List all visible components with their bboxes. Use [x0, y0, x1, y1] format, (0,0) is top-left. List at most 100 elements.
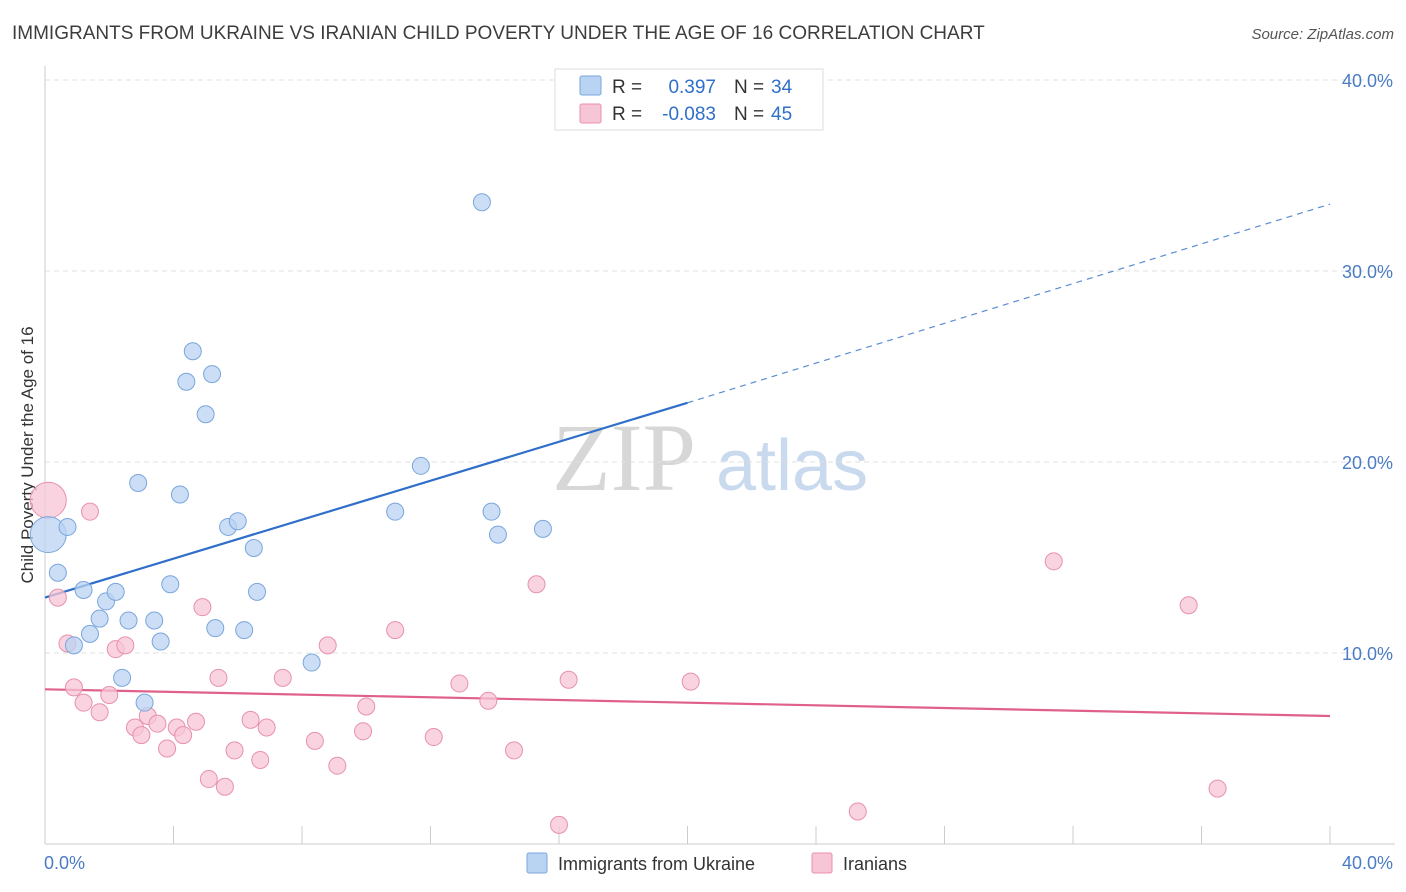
point-ukraine-25 — [244, 538, 263, 557]
x-tick-label-min: 0.0% — [44, 853, 85, 873]
y-axis-label: Child Poverty Under the Age of 16 — [18, 326, 37, 583]
point-iranians-5 — [80, 502, 99, 521]
point-iranians-37 — [527, 575, 546, 594]
point-iranians-17 — [186, 712, 205, 731]
point-iranians-27 — [305, 731, 324, 750]
point-iranians-1 — [48, 588, 67, 607]
point-iranians-23 — [241, 710, 260, 729]
point-ukraine-12 — [135, 693, 154, 712]
point-iranians-0 — [29, 481, 67, 519]
point-ukraine-18 — [183, 342, 202, 361]
point-iranians-20 — [209, 668, 228, 687]
bottom-legend-label-iranians: Iranians — [843, 854, 907, 874]
point-ukraine-4 — [74, 580, 93, 599]
legend-swatch-iranians — [579, 103, 602, 124]
legend-r-label-iranians: R = — [612, 104, 642, 125]
legend-n-value-iranians: 45 — [771, 104, 792, 125]
point-iranians-42 — [1044, 552, 1063, 571]
y-tick-labels: 10.0% 20.0% 30.0% 40.0% — [1342, 71, 1393, 664]
point-ukraine-19 — [196, 405, 215, 424]
point-ukraine-26 — [248, 582, 267, 601]
point-ukraine-32 — [488, 525, 507, 544]
bottom-legend-swatch-iranians — [811, 852, 833, 874]
point-iranians-31 — [357, 697, 376, 716]
point-ukraine-14 — [151, 632, 170, 651]
y-tick-label-10: 10.0% — [1342, 644, 1393, 664]
point-iranians-7 — [100, 686, 119, 705]
point-ukraine-20 — [203, 365, 222, 384]
point-ukraine-24 — [235, 621, 254, 640]
legend-n-label-iranians: N = — [734, 104, 764, 125]
point-ukraine-8 — [106, 582, 125, 601]
bottom-legend-label-ukraine: Immigrants from Ukraine — [558, 854, 755, 874]
series-legend: Immigrants from Ukraine Iranians — [526, 852, 907, 874]
legend-r-value-iranians: -0.083 — [662, 104, 716, 125]
point-iranians-41 — [848, 802, 867, 821]
trendline-ukraine-extension — [687, 203, 1331, 404]
point-iranians-4 — [74, 693, 93, 712]
point-iranians-9 — [116, 636, 135, 655]
point-ukraine-23 — [228, 512, 247, 531]
point-ukraine-9 — [113, 668, 132, 687]
point-iranians-44 — [1208, 779, 1227, 798]
data-points — [29, 193, 1227, 834]
point-ukraine-33 — [533, 519, 552, 538]
point-iranians-29 — [328, 756, 347, 775]
y-tick-label-40: 40.0% — [1342, 71, 1393, 91]
point-ukraine-3 — [64, 636, 83, 655]
point-ukraine-10 — [119, 611, 138, 630]
legend-n-value-ukraine: 34 — [771, 77, 793, 98]
point-iranians-26 — [273, 668, 292, 687]
point-ukraine-1 — [48, 563, 67, 582]
gridlines — [45, 79, 1395, 654]
watermark-zip: ZIP — [552, 404, 696, 511]
legend-r-label-ukraine: R = — [612, 77, 642, 98]
chart-title: IMMIGRANTS FROM UKRAINE VS IRANIAN CHILD… — [12, 23, 985, 44]
point-iranians-25 — [257, 718, 276, 737]
point-ukraine-17 — [177, 372, 196, 391]
x-tick-label-max: 40.0% — [1342, 853, 1393, 873]
point-iranians-3 — [64, 678, 83, 697]
point-iranians-21 — [215, 777, 234, 796]
point-iranians-11 — [132, 726, 151, 745]
point-ukraine-27 — [302, 653, 321, 672]
point-iranians-38 — [550, 815, 568, 834]
point-iranians-39 — [559, 670, 578, 689]
point-ukraine-2 — [58, 517, 77, 536]
legend-n-label-ukraine: N = — [734, 77, 764, 98]
point-iranians-32 — [386, 621, 405, 640]
point-ukraine-5 — [80, 624, 99, 643]
point-ukraine-30 — [472, 193, 491, 212]
point-iranians-36 — [505, 741, 524, 760]
point-iranians-43 — [1179, 596, 1198, 615]
point-iranians-13 — [148, 714, 167, 733]
point-iranians-16 — [174, 726, 193, 745]
point-iranians-22 — [225, 741, 244, 760]
axes — [44, 66, 1395, 845]
trendline-ukraine — [44, 401, 688, 599]
trendline-iranians — [44, 688, 1331, 718]
point-ukraine-31 — [482, 502, 501, 521]
point-iranians-24 — [251, 750, 270, 769]
y-tick-label-20: 20.0% — [1342, 453, 1393, 473]
legend-swatch-ukraine — [579, 75, 602, 96]
point-ukraine-21 — [206, 619, 225, 638]
point-ukraine-15 — [161, 575, 180, 594]
point-iranians-19 — [199, 770, 218, 789]
point-iranians-33 — [424, 728, 443, 747]
point-ukraine-13 — [145, 611, 164, 630]
chart-source: Source: ZipAtlas.com — [1251, 26, 1394, 43]
bottom-legend-swatch-ukraine — [526, 852, 548, 874]
point-iranians-35 — [479, 691, 498, 710]
y-tick-label-30: 30.0% — [1342, 262, 1393, 282]
point-ukraine-16 — [170, 485, 189, 504]
point-iranians-40 — [681, 672, 700, 691]
point-ukraine-6 — [90, 609, 109, 628]
watermark-atlas: atlas — [716, 426, 868, 506]
point-ukraine-11 — [129, 474, 148, 493]
point-iranians-28 — [318, 636, 337, 655]
point-iranians-18 — [193, 598, 212, 617]
stats-legend: R = 0.397 N = 34 R = -0.083 N = 45 — [554, 68, 824, 131]
trendlines — [44, 203, 1331, 718]
